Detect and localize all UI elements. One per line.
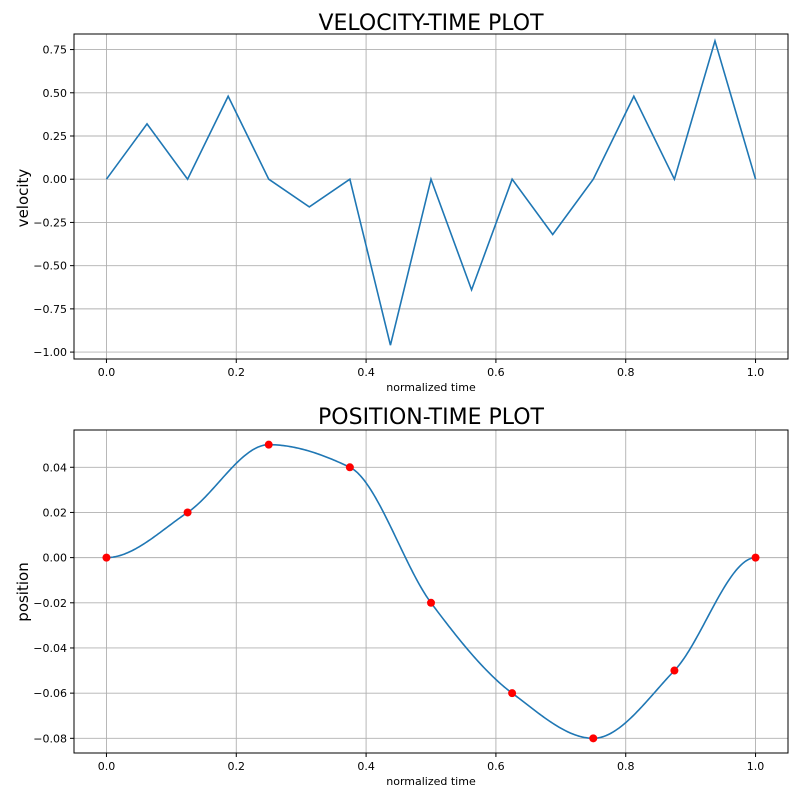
y-tick-label: 0.02: [43, 506, 68, 519]
x-tick-label: 0.8: [617, 760, 635, 773]
y-tick-label: 0.00: [43, 552, 68, 565]
y-tick-label: 0.50: [43, 87, 68, 100]
x-tick-label: 0.8: [617, 366, 635, 379]
x-tick-label: 0.0: [98, 760, 116, 773]
chart-title: POSITION-TIME PLOT: [318, 405, 545, 430]
data-point: [508, 689, 517, 698]
plot-area-frame: [73, 429, 789, 754]
series-line: [106, 443, 756, 740]
y-tick-label: −1.00: [33, 346, 67, 359]
data-point: [589, 734, 598, 743]
y-tick-label: −0.50: [33, 260, 67, 273]
y-axis-label: velocity: [14, 169, 32, 228]
x-axis-label: normalized time: [386, 381, 476, 394]
x-tick-label: 0.4: [357, 366, 375, 379]
data-point: [751, 553, 760, 562]
y-tick-label: −0.02: [33, 597, 67, 610]
data-point: [345, 463, 354, 472]
series-line: [105, 38, 757, 346]
data-point: [427, 598, 435, 607]
y-tick-label: −0.75: [33, 303, 67, 316]
y-tick-label: −0.25: [33, 216, 67, 229]
x-tick-label: 0.6: [487, 366, 505, 379]
x-tick-label: 0.6: [487, 760, 505, 773]
x-tick-label: 0.0: [98, 366, 116, 379]
x-tick-label: 0.2: [228, 366, 246, 379]
x-tick-label: 1.0: [747, 760, 765, 773]
y-tick-label: 0.25: [43, 130, 68, 143]
y-axis-label: position: [14, 562, 32, 621]
y-tick-label: 0.04: [43, 461, 68, 474]
velocity-time-chart: VELOCITY-TIME PLOT velocity normalized t…: [14, 11, 789, 394]
x-tick-label: 0.2: [228, 760, 246, 773]
y-tick-label: 0.75: [43, 44, 68, 57]
y-tick-label: −0.08: [33, 732, 67, 745]
y-tick-label: −0.04: [33, 642, 67, 655]
data-point: [264, 440, 273, 449]
y-tick-label: −0.06: [33, 687, 67, 700]
data-point: [670, 666, 679, 675]
position-time-chart: POSITION-TIME PLOT position normalized t…: [14, 405, 789, 788]
data-point: [183, 508, 192, 517]
x-axis-label: normalized time: [386, 775, 476, 788]
plot-area-frame: [73, 33, 789, 360]
x-tick-label: 1.0: [747, 366, 765, 379]
chart-title: VELOCITY-TIME PLOT: [318, 11, 544, 36]
x-tick-label: 0.4: [357, 760, 375, 773]
y-tick-label: 0.00: [43, 173, 68, 186]
data-point: [102, 553, 111, 562]
